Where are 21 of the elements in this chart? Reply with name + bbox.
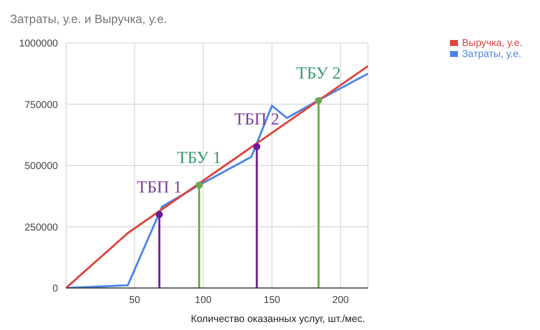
point: [156, 211, 163, 218]
legend-label: Затраты, у.е.: [462, 49, 522, 60]
annotation: ТБУ 1: [176, 148, 222, 168]
x-tick-label: 150: [264, 295, 281, 306]
point: [253, 143, 260, 150]
annotation: ТБП 2: [234, 110, 280, 129]
y-tick-label: 1000000: [19, 38, 58, 50]
point: [315, 97, 322, 104]
x-tick-label: 50: [129, 295, 141, 306]
y-tick-label: 750000: [24, 100, 58, 111]
y-tick-label: 0: [52, 284, 58, 295]
x-axis-title: Количество оказанных услуг, шт./мес.: [190, 314, 366, 325]
legend-label: Выручка, у.е.: [462, 38, 522, 49]
annotation: ТБУ 2: [296, 64, 341, 83]
x-tick-label: 100: [194, 295, 212, 306]
y-tick-label: 500000: [24, 161, 58, 172]
annotation: ТБП 1: [136, 178, 182, 196]
chart-title: Затраты, у.е. и Выручка, у.е.: [10, 12, 167, 26]
x-tick-label: 200: [332, 295, 350, 306]
point: [196, 182, 203, 189]
y-tick-label: 250000: [24, 222, 58, 234]
